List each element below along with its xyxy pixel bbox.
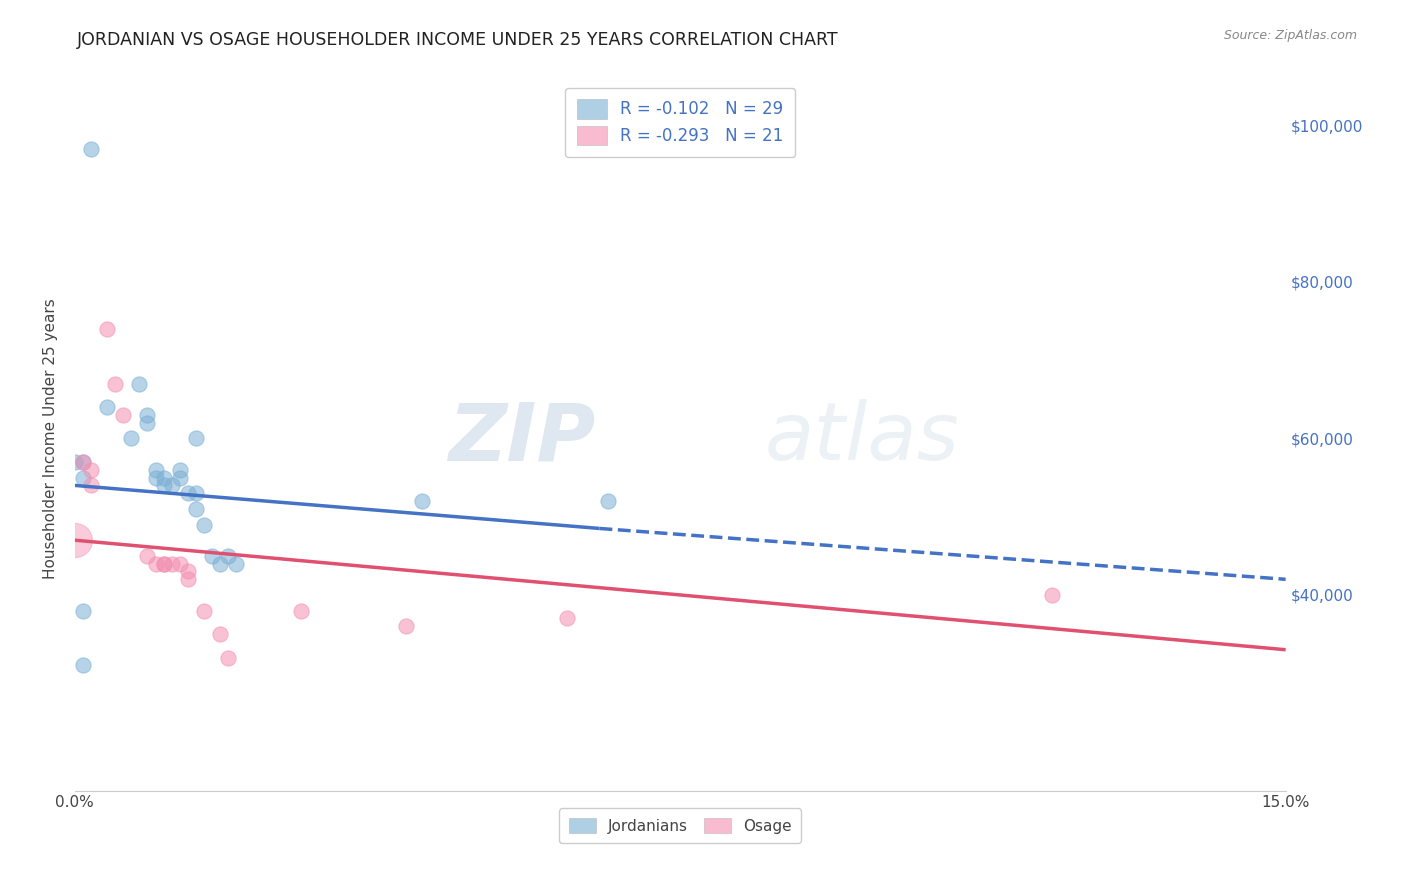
Point (225, 557, 247, 571)
Point (96, 400, 118, 414)
Point (169, 470, 191, 484)
Point (160, 557, 183, 571)
Point (193, 604, 215, 618)
Point (169, 463, 191, 477)
Point (160, 478, 183, 492)
Point (145, 463, 167, 477)
Point (136, 549, 159, 563)
Point (201, 549, 224, 563)
Point (152, 557, 174, 571)
Point (177, 486, 200, 500)
Point (555, 611, 578, 625)
Point (152, 470, 174, 484)
Text: Source: ZipAtlas.com: Source: ZipAtlas.com (1223, 29, 1357, 42)
Point (395, 619, 418, 633)
Point (63, 455, 86, 469)
Point (63, 533, 86, 548)
Point (72, 455, 94, 469)
Point (104, 376, 127, 391)
Point (184, 432, 207, 446)
Legend: Jordanians, Osage: Jordanians, Osage (560, 808, 801, 843)
Point (193, 517, 215, 532)
Point (145, 557, 167, 571)
Point (96, 322, 118, 336)
Text: atlas: atlas (765, 400, 960, 477)
Point (120, 432, 142, 446)
Point (80, 463, 103, 477)
Point (80, 142, 103, 156)
Point (184, 502, 207, 516)
Point (145, 470, 167, 484)
Point (177, 565, 200, 579)
Point (136, 416, 159, 430)
Point (128, 376, 150, 391)
Point (217, 549, 239, 563)
Point (152, 557, 174, 571)
Point (72, 604, 94, 618)
Point (411, 494, 433, 508)
Text: ZIP: ZIP (449, 400, 596, 477)
Point (169, 557, 191, 571)
Point (136, 408, 159, 422)
Point (1040, 588, 1063, 602)
Point (596, 494, 619, 508)
Y-axis label: Householder Income Under 25 years: Householder Income Under 25 years (44, 298, 58, 579)
Point (290, 604, 312, 618)
Point (80, 478, 103, 492)
Point (209, 627, 232, 641)
Point (72, 455, 94, 469)
Text: JORDANIAN VS OSAGE HOUSEHOLDER INCOME UNDER 25 YEARS CORRELATION CHART: JORDANIAN VS OSAGE HOUSEHOLDER INCOME UN… (77, 31, 839, 49)
Point (112, 408, 135, 422)
Point (177, 572, 200, 586)
Point (152, 478, 174, 492)
Point (72, 658, 94, 673)
Point (209, 557, 232, 571)
Point (217, 650, 239, 665)
Point (72, 470, 94, 484)
Point (184, 486, 207, 500)
